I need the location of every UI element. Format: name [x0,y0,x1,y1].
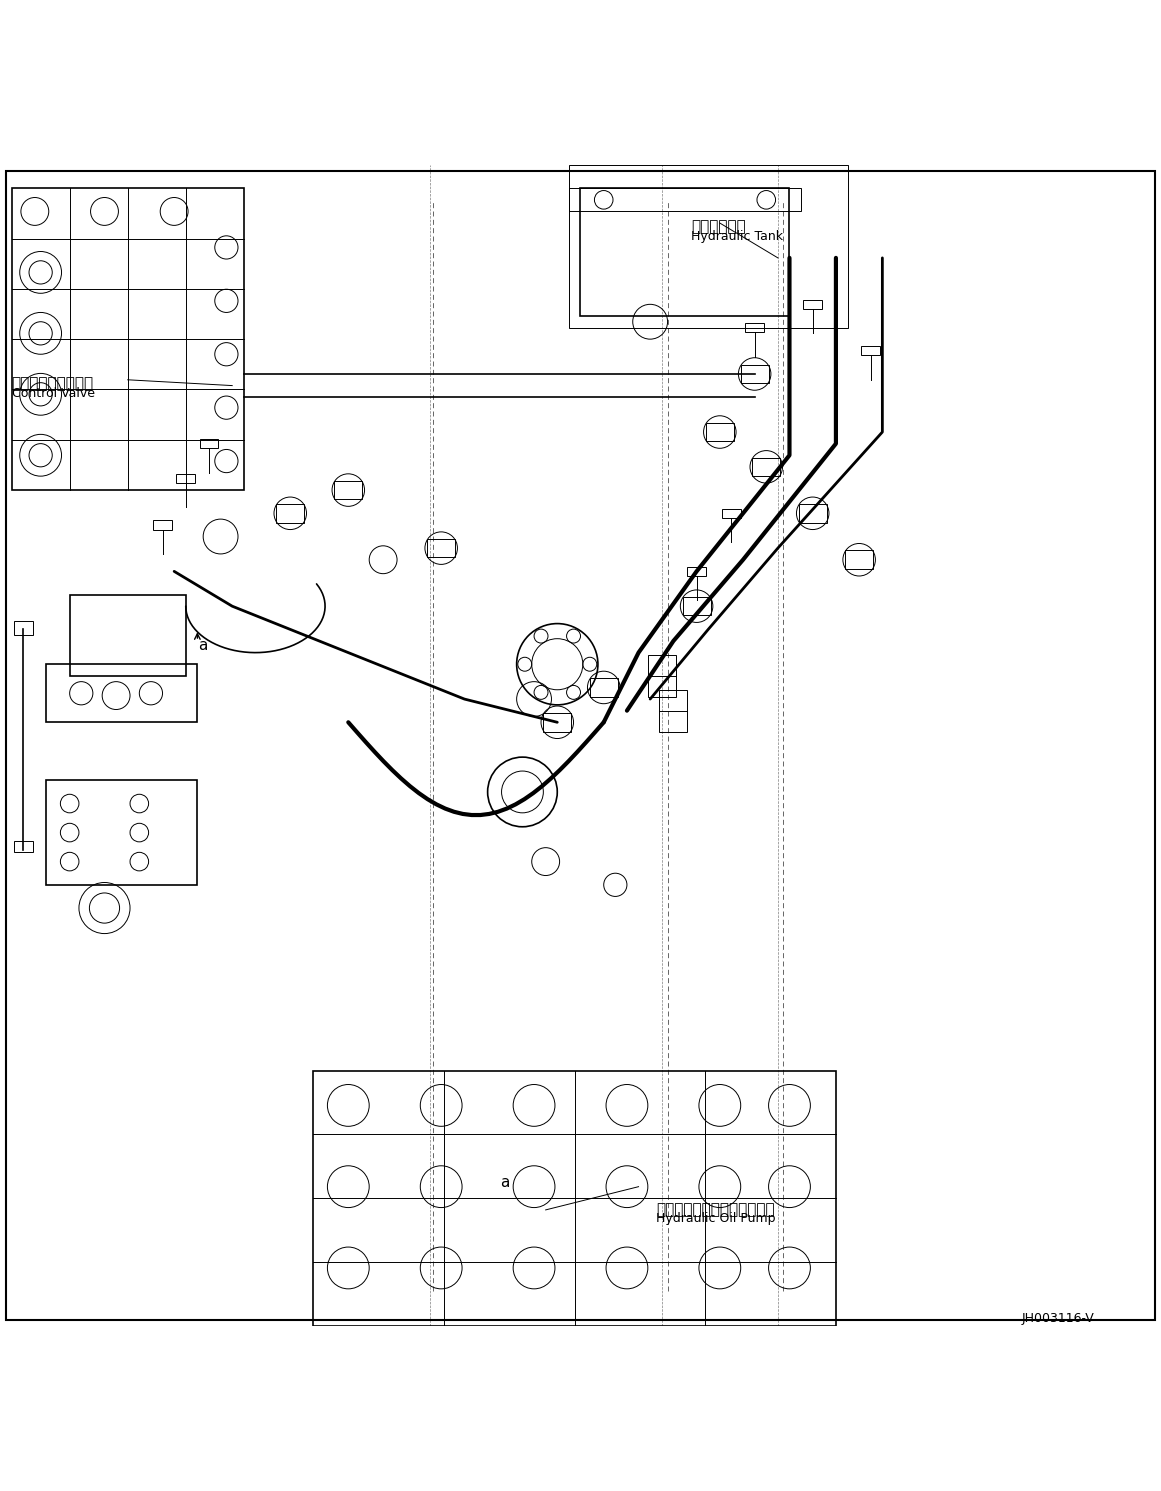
Text: a: a [199,638,208,653]
Bar [687,567,706,576]
Bar [70,595,186,675]
Bar [543,713,571,732]
Bar [745,324,764,332]
Bar [153,520,172,529]
Bar [569,188,801,212]
Bar [569,166,848,328]
Text: a: a [500,1175,510,1190]
Bar [46,780,197,884]
Bar [276,504,304,522]
Text: 作動油タンク: 作動油タンク [691,219,745,234]
Bar [706,423,734,441]
Bar [200,438,218,449]
Bar [12,188,244,491]
Bar [659,690,687,732]
Text: Hydraulic Tank: Hydraulic Tank [691,230,783,243]
Text: ハイドロリックオイルポンプ: ハイドロリックオイルポンプ [656,1202,774,1217]
Text: JH003116-V: JH003116-V [1022,1312,1095,1325]
Bar [590,678,618,696]
Bar [427,538,455,558]
Bar [176,474,195,483]
Text: Control Valve: Control Valve [12,386,94,400]
Bar [683,596,711,616]
Bar [722,508,741,517]
Bar [803,300,822,309]
Text: コントロールバルブ: コントロールバルブ [12,376,94,391]
Bar [580,188,789,316]
Bar [861,346,880,355]
Bar [648,655,676,696]
Text: Hydraulic Oil Pump: Hydraulic Oil Pump [656,1212,776,1226]
Bar [313,1071,836,1325]
Bar [799,504,827,522]
Bar [741,365,769,383]
Bar [334,480,362,499]
Bar [14,841,33,853]
Bar [752,458,780,476]
Bar [14,622,33,635]
Bar [46,663,197,722]
Bar [845,550,873,570]
